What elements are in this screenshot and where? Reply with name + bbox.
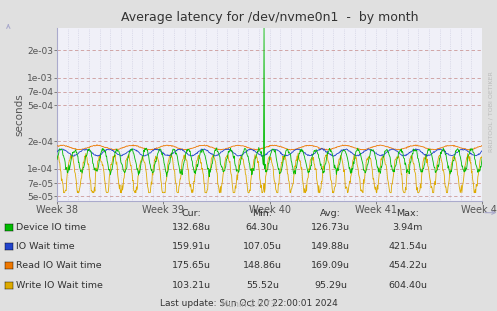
Title: Average latency for /dev/nvme0n1  -  by month: Average latency for /dev/nvme0n1 - by mo… <box>121 11 418 24</box>
Text: Write IO Wait time: Write IO Wait time <box>16 281 103 290</box>
Text: 55.52u: 55.52u <box>246 281 279 290</box>
Text: 107.05u: 107.05u <box>243 242 282 251</box>
Text: Last update: Sun Oct 20 22:00:01 2024: Last update: Sun Oct 20 22:00:01 2024 <box>160 299 337 308</box>
Text: Min:: Min: <box>252 209 272 218</box>
Text: Munin 2.0.73: Munin 2.0.73 <box>221 300 276 309</box>
Text: 169.09u: 169.09u <box>311 262 350 270</box>
Text: 3.94m: 3.94m <box>392 223 423 232</box>
Text: 421.54u: 421.54u <box>388 242 427 251</box>
Text: 149.88u: 149.88u <box>311 242 350 251</box>
Text: 103.21u: 103.21u <box>172 281 211 290</box>
Y-axis label: seconds: seconds <box>14 93 24 136</box>
Text: 64.30u: 64.30u <box>246 223 279 232</box>
Text: 95.29u: 95.29u <box>314 281 347 290</box>
Text: Avg:: Avg: <box>320 209 341 218</box>
Text: 159.91u: 159.91u <box>172 242 211 251</box>
Text: Max:: Max: <box>396 209 419 218</box>
Text: 604.40u: 604.40u <box>388 281 427 290</box>
Text: Read IO Wait time: Read IO Wait time <box>16 262 101 270</box>
Text: 132.68u: 132.68u <box>172 223 211 232</box>
Text: Device IO time: Device IO time <box>16 223 86 232</box>
Text: RRDTOOL / TOBI OETIKER: RRDTOOL / TOBI OETIKER <box>488 72 493 152</box>
Text: IO Wait time: IO Wait time <box>16 242 75 251</box>
Text: Cur:: Cur: <box>181 209 201 218</box>
Text: 148.86u: 148.86u <box>243 262 282 270</box>
Text: 175.65u: 175.65u <box>172 262 211 270</box>
Text: 126.73u: 126.73u <box>311 223 350 232</box>
Text: 454.22u: 454.22u <box>388 262 427 270</box>
